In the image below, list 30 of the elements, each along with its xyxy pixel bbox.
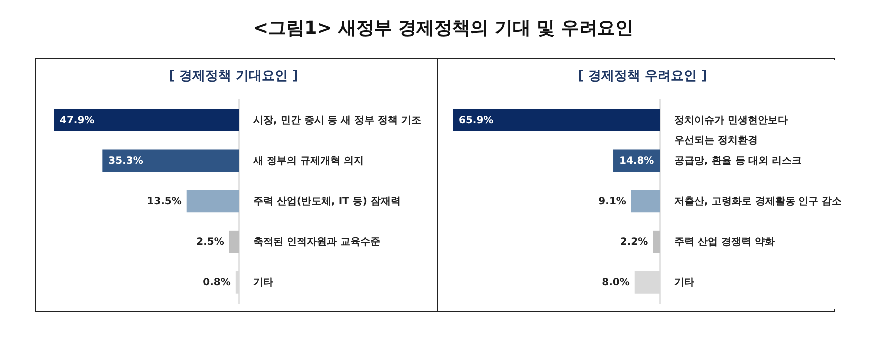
y-tick-label: 주력 산업(반도체, IT 등) 잠재력 — [254, 196, 401, 208]
bar — [653, 230, 660, 254]
y-tick-label: 축적된 인적자원과 교육수준 — [254, 237, 380, 248]
y-tick-label: 주력 산업 경쟁력 약화 — [674, 237, 775, 248]
bar — [229, 230, 239, 254]
y-tick-label: 기타 — [254, 278, 274, 289]
bar — [453, 109, 660, 132]
bar — [631, 190, 660, 213]
data-label: 65.9% — [459, 115, 494, 126]
text: <그림1> 새정부 경제정책의 기대 및 우려요인 — [252, 17, 635, 40]
data-label: 9.1% — [598, 196, 626, 208]
data-label: 35.3% — [108, 156, 144, 167]
data-label: 13.5% — [147, 196, 182, 208]
bar — [186, 190, 239, 213]
chart-subtitle: [ 경제정책 기대요인 ] — [169, 69, 298, 84]
data-label: 0.8% — [203, 278, 231, 289]
y-tick-label: 저출산, 고령화로 경제활동 인구 감소 — [674, 196, 842, 208]
y-tick-label: 기타 — [674, 278, 694, 289]
data-label: 8.0% — [602, 278, 630, 289]
y-tick-label: 정치이슈가 민생현안보다 우선되는 정치환경 — [674, 115, 788, 146]
y-tick-label: 시장, 민간 중시 등 새 정부 정책 기조 — [254, 115, 422, 126]
data-label: 14.8% — [620, 156, 654, 167]
bar — [54, 109, 239, 132]
chart-title: [ 경제정책 우려요인 ] — [578, 69, 708, 84]
data-label: 2.2% — [620, 237, 648, 248]
data-label: 2.5% — [196, 237, 224, 248]
y-tick-label: 공급망, 환율 등 대외 리스크 — [674, 156, 802, 167]
y-tick-label: 새 정부의 규제개혁 의지 — [252, 156, 364, 167]
data-label: 47.9% — [60, 115, 95, 126]
bar — [102, 150, 239, 172]
